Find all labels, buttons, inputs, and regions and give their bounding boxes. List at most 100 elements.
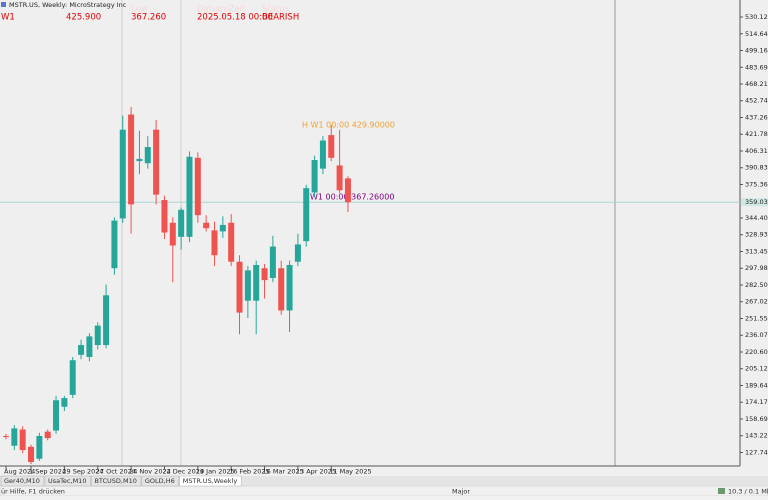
candle-body — [253, 264, 260, 301]
candle-body — [161, 200, 168, 233]
tab-label[interactable]: GOLD,H6 — [145, 477, 175, 485]
y-tick-label: 452.741 — [745, 97, 768, 105]
date-value: 2025.05.18 00:00 — [197, 13, 273, 23]
candle-body — [119, 129, 126, 219]
y-tick-label: 390.837 — [745, 164, 768, 172]
candle-body — [294, 244, 301, 262]
chart-background — [0, 0, 768, 466]
tab-label[interactable]: Ger40,M10 — [4, 477, 40, 485]
y-tick-label: 468.217 — [745, 80, 768, 88]
candle-body — [194, 157, 201, 216]
candle-body — [86, 336, 93, 357]
y-tick-label: 127.745 — [745, 448, 768, 456]
candle-body — [211, 230, 218, 256]
y-tick-label: 251.553 — [745, 314, 768, 322]
candle-body — [44, 431, 51, 439]
candle-body — [128, 114, 135, 205]
candle-body — [94, 325, 101, 346]
candle-body — [36, 435, 43, 459]
candle-body — [178, 209, 185, 237]
y-tick-label: 282.505 — [745, 281, 768, 289]
tab[interactable] — [0, 475, 45, 487]
low-caption: Low — [131, 5, 148, 15]
y-tick-label: 421.789 — [745, 130, 768, 138]
status-bar — [0, 485, 768, 497]
y-tick-label: 189.649 — [745, 381, 768, 389]
candle-body — [261, 268, 268, 281]
candle-body — [269, 246, 276, 278]
connection-icon — [718, 488, 725, 494]
y-tick-label: 344.409 — [745, 214, 768, 222]
date-caption: Datum/Zeit — [197, 5, 246, 15]
y-tick-label: 406.313 — [745, 147, 768, 155]
y-tick-label: 236.077 — [745, 331, 768, 339]
y-tick-label: 313.457 — [745, 247, 768, 255]
low-value: 367.260 — [131, 13, 166, 23]
y-tick-label: 328.933 — [745, 231, 768, 239]
y-tick-label: 499.169 — [745, 47, 768, 55]
y-tick-label: 143.221 — [745, 432, 768, 440]
candle-body — [69, 360, 76, 395]
x-tick-label: 16 Mar 2025 — [263, 468, 304, 476]
x-tick-label: 22 Dec 2024 — [162, 468, 204, 476]
candle-body — [311, 159, 318, 193]
symbol-icon — [1, 2, 6, 7]
x-tick-label: 24 Nov 2024 — [129, 468, 171, 476]
tab-label[interactable]: UsaTec,M10 — [48, 477, 87, 485]
candle-body — [103, 295, 110, 346]
x-tick-label: Aug 2024 — [4, 468, 35, 476]
timeframe: W1 — [1, 13, 15, 23]
x-tick-label: 19 Jan 2025 — [196, 468, 235, 476]
y-tick-label: 205.125 — [745, 365, 768, 373]
candle-body — [336, 165, 343, 191]
candle-body — [319, 140, 326, 169]
x-tick-label: 13 Apr 2025 — [296, 468, 336, 476]
candle-body — [153, 129, 160, 195]
status-memory: 10.3 / 0.1 Mb — [728, 488, 768, 496]
high-value: 425.900 — [66, 13, 101, 23]
status-profile: Major — [452, 488, 470, 496]
y-tick-label: 530.121 — [745, 13, 768, 21]
x-tick-label: 16 Feb 2025 — [229, 468, 269, 476]
candle-body — [78, 345, 85, 355]
candle-body — [286, 264, 293, 311]
status-value: BEARISH — [262, 13, 299, 23]
candle-body — [111, 220, 118, 269]
tab[interactable] — [141, 475, 179, 487]
status-caption: Status — [262, 5, 290, 15]
candle-body — [11, 428, 18, 446]
candle-body — [186, 156, 193, 237]
y-tick-label: 267.029 — [745, 298, 768, 306]
y-tick-label: 437.265 — [745, 113, 768, 121]
x-tick-label: 1 Sep 2024 — [29, 468, 66, 476]
tab-label[interactable]: BTCUSD,M10 — [94, 477, 136, 485]
candle-body — [61, 398, 68, 407]
candle-body — [28, 446, 35, 462]
tab[interactable] — [91, 475, 142, 487]
candle-body — [3, 435, 9, 438]
candle-body — [136, 158, 143, 162]
tab[interactable] — [44, 475, 91, 487]
tab[interactable] — [179, 475, 242, 487]
y-tick-label: 174.173 — [745, 398, 768, 406]
candle-body — [236, 261, 243, 313]
candle-body — [328, 135, 335, 158]
x-tick-label: 29 Sep 2024 — [62, 468, 103, 476]
y-tick-label: 483.693 — [745, 63, 768, 71]
status-help: ür Hilfe, F1 drücken — [1, 488, 65, 496]
candle-body — [53, 400, 60, 431]
current-price-label: 359.030 — [745, 198, 768, 206]
tab-label[interactable]: MSTR.US,Weekly — [183, 477, 238, 485]
current-price-box — [741, 198, 768, 207]
y-tick-label: 375.361 — [745, 180, 768, 188]
y-tick-label: 220.601 — [745, 348, 768, 356]
candle-body — [144, 147, 151, 164]
y-tick-label: 158.697 — [745, 415, 768, 423]
high-annotation: H W1 00:00 429.90000 — [302, 121, 395, 130]
x-tick-label: 27 Oct 2024 — [96, 468, 136, 476]
x-tick-label: 11 May 2025 — [329, 468, 371, 476]
tab-bar — [0, 476, 768, 486]
candle-body — [228, 222, 235, 262]
